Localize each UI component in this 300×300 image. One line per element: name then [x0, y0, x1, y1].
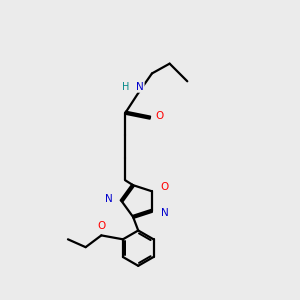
Text: N: N [136, 82, 144, 92]
Text: N: N [160, 208, 168, 218]
Text: O: O [160, 182, 169, 192]
Text: O: O [156, 111, 164, 121]
Text: N: N [105, 194, 113, 204]
Text: H: H [122, 82, 129, 92]
Text: O: O [97, 220, 106, 231]
